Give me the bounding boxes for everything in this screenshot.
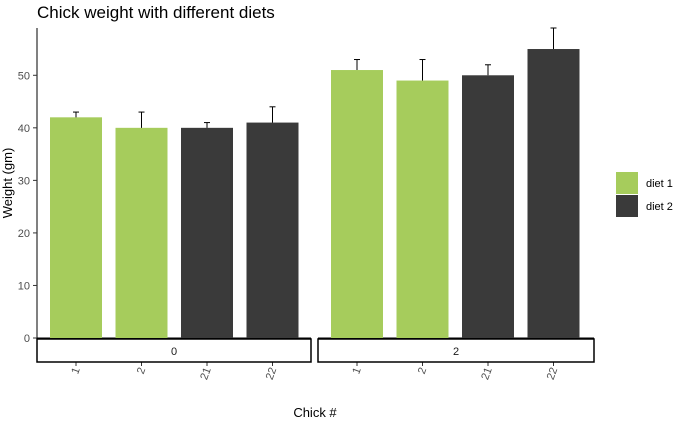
y-tick-label: 30	[18, 175, 30, 187]
y-axis: 0 10 20 30 40 50	[18, 28, 38, 345]
x-tick-label: 1	[350, 366, 363, 376]
facet-strip	[317, 338, 595, 363]
legend-key	[616, 172, 638, 194]
x-axis-title: Chick #	[293, 405, 337, 420]
x-tick-label: 2	[416, 366, 429, 376]
bar	[462, 75, 514, 338]
x-tick-label: 2	[135, 366, 148, 376]
legend: diet 1 diet 2	[616, 172, 673, 217]
facet-strip-label: 0	[171, 346, 177, 358]
x-tick-label: 1	[69, 366, 82, 376]
x-tick-label: 21	[198, 366, 213, 382]
y-tick-label: 20	[18, 228, 30, 240]
legend-label: diet 1	[646, 178, 673, 190]
bar	[181, 127, 233, 338]
x-tick-label: 22	[264, 366, 279, 382]
legend-label: diet 2	[646, 201, 673, 213]
y-tick-label: 50	[18, 70, 30, 82]
bar	[115, 127, 168, 338]
bar	[331, 70, 383, 338]
chart-title: Chick weight with different diets	[37, 3, 275, 22]
bar	[396, 80, 449, 339]
facet-panel-2: 1 2 21 222	[317, 27, 595, 382]
x-tick-label: 22	[545, 366, 560, 382]
bar	[527, 49, 580, 339]
x-tick-label: 21	[479, 366, 494, 382]
bar	[246, 122, 299, 339]
facet-strip	[36, 338, 312, 363]
facet-strip-label: 2	[453, 346, 459, 358]
y-axis-title: Weight (gm)	[0, 148, 15, 219]
facet-panel-0: 1 2 21 22 0	[36, 106, 312, 382]
bar	[50, 117, 102, 338]
y-tick-label: 0	[24, 333, 30, 345]
y-tick-label: 10	[18, 280, 30, 292]
y-tick-label: 40	[18, 123, 30, 135]
legend-key	[616, 195, 638, 217]
